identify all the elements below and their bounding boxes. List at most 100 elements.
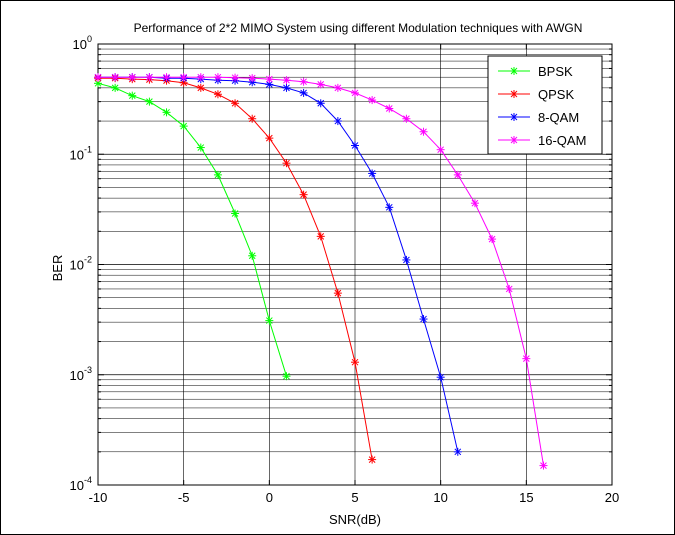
data-point — [316, 232, 325, 241]
marker-stroke — [300, 191, 307, 199]
data-point — [282, 372, 291, 381]
marker-stroke — [510, 136, 518, 144]
marker-stroke — [437, 373, 445, 381]
axis-ticks — [97, 44, 613, 486]
legend-item: 16-QAM — [498, 133, 586, 148]
marker-stroke — [283, 84, 290, 92]
data-point — [419, 315, 428, 324]
data-point — [316, 99, 325, 108]
marker-stroke — [540, 462, 547, 469]
data-point — [282, 159, 291, 168]
data-point — [385, 104, 394, 113]
marker-stroke — [317, 81, 325, 88]
marker-stroke — [231, 99, 239, 107]
data-point — [368, 455, 377, 464]
marker-stroke — [265, 75, 273, 83]
data-point — [436, 145, 445, 154]
marker-stroke — [317, 233, 325, 240]
marker-stroke — [94, 73, 102, 81]
marker-stroke — [471, 199, 479, 207]
series-16-qam — [94, 73, 548, 470]
marker-stroke — [505, 285, 513, 293]
data-point — [351, 88, 359, 97]
data-point — [510, 113, 518, 121]
data-point — [111, 83, 120, 92]
marker-stroke — [265, 81, 273, 88]
data-point — [179, 122, 188, 131]
data-point — [368, 169, 377, 178]
grid-lines — [98, 44, 612, 485]
marker-stroke — [300, 78, 307, 86]
data-point — [196, 143, 205, 152]
data-point — [299, 88, 308, 97]
marker-stroke — [94, 79, 102, 87]
y-tick-base: 10 — [70, 147, 84, 162]
y-tick-exponent: -3 — [84, 365, 92, 375]
marker-stroke — [283, 76, 290, 84]
y-tick-base: 10 — [70, 258, 84, 273]
x-tick-label: 5 — [351, 490, 358, 505]
y-tick-label: 10-3 — [70, 365, 92, 383]
data-point — [333, 117, 342, 126]
marker-stroke — [197, 144, 205, 151]
legend-label: QPSK — [538, 87, 574, 102]
marker-stroke — [265, 317, 273, 324]
y-tick-exponent: -4 — [84, 475, 92, 485]
marker-stroke — [248, 74, 256, 82]
data-point — [402, 114, 411, 123]
y-tick-exponent: -1 — [84, 144, 92, 154]
marker-stroke — [351, 89, 359, 97]
data-point — [128, 91, 137, 100]
data-point — [231, 209, 240, 218]
data-point — [248, 74, 257, 83]
marker-stroke — [334, 117, 342, 125]
marker-stroke — [214, 90, 222, 98]
x-tick-label: -5 — [178, 490, 190, 505]
marker-stroke — [111, 73, 119, 81]
series-line — [97, 82, 287, 377]
series-qpsk — [94, 74, 377, 464]
x-tick-label: 10 — [433, 490, 447, 505]
marker-stroke — [197, 84, 205, 92]
x-tick-label: 15 — [519, 490, 533, 505]
data-point — [539, 461, 548, 470]
marker-stroke — [163, 73, 170, 81]
y-tick-label: 100 — [73, 34, 92, 52]
data-point — [213, 90, 222, 99]
series-line — [98, 77, 373, 460]
legend: BPSK QPSK 8-QAM 16-QAM — [487, 55, 603, 155]
data-point — [231, 99, 240, 108]
marker-stroke — [248, 115, 256, 123]
data-point — [299, 190, 308, 199]
legend-item: BPSK — [498, 64, 573, 79]
x-axis-label: SNR(dB) — [329, 512, 381, 527]
data-point — [213, 73, 222, 82]
marker-stroke — [214, 171, 222, 179]
data-point — [162, 73, 171, 82]
marker-stroke — [437, 146, 445, 154]
data-point — [248, 114, 257, 123]
marker-stroke — [368, 96, 376, 104]
marker-stroke — [283, 159, 290, 167]
marker-stroke — [128, 73, 136, 81]
marker-stroke — [454, 448, 462, 456]
y-tick-base: 10 — [73, 37, 87, 52]
marker-stroke — [403, 256, 410, 264]
marker-stroke — [522, 355, 530, 362]
data-point — [299, 77, 308, 86]
marker-stroke — [231, 210, 239, 217]
marker-stroke — [385, 105, 393, 112]
x-tick-label: 0 — [266, 490, 273, 505]
y-tick-exponent: -2 — [84, 255, 92, 265]
data-point — [162, 108, 171, 117]
data-point — [265, 316, 274, 325]
y-tick-label: 10-4 — [70, 475, 92, 493]
marker-stroke — [488, 235, 496, 243]
data-point — [510, 136, 518, 144]
data-point — [453, 170, 462, 179]
data-point — [196, 83, 205, 92]
data-point — [248, 251, 257, 260]
marker-stroke — [510, 90, 518, 98]
marker-stroke — [283, 372, 290, 380]
